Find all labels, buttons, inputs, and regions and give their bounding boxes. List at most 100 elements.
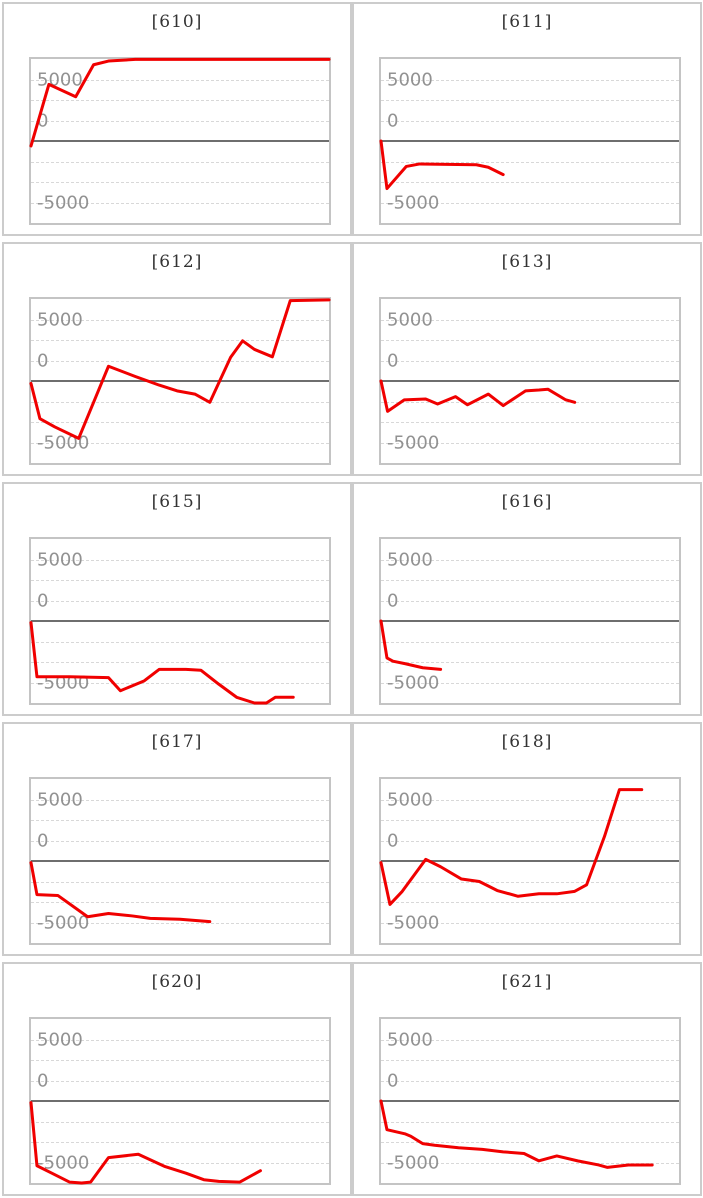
zero-axis-line (31, 380, 329, 382)
y-tick-label-neg5000: -5000 (37, 912, 90, 933)
dashed-gridline (381, 161, 679, 163)
zero-axis-line (31, 1100, 329, 1102)
y-tick-label-neg5000: -5000 (387, 672, 440, 693)
chart-title: [612] (151, 252, 203, 272)
dashed-gridline (381, 682, 679, 684)
y-tick-label-neg5000: -5000 (387, 432, 440, 453)
red-series-line (381, 790, 642, 905)
dashed-gridline (381, 1121, 679, 1123)
dashed-gridline (31, 442, 329, 444)
dashed-gridline (381, 641, 679, 643)
dashed-gridline (31, 662, 329, 663)
plot-area: 5000 0 -5000 (29, 777, 331, 945)
dashed-gridline (31, 559, 329, 561)
y-tick-label-0: 0 (387, 350, 399, 371)
slump-line-chart (381, 299, 679, 463)
dashed-gridline (31, 1039, 329, 1041)
chart-card: [611] 5000 0 -5000 (352, 2, 702, 236)
dashed-gridline (381, 360, 679, 362)
dashed-gridline (381, 401, 679, 403)
y-tick-label-neg5000: -5000 (387, 192, 440, 213)
dashed-gridline (31, 840, 329, 842)
y-tick-label-0: 0 (387, 1070, 399, 1091)
y-tick-label-neg5000: -5000 (37, 192, 90, 213)
dashed-gridline (31, 422, 329, 423)
y-tick-label-5000: 5000 (387, 1029, 433, 1050)
y-tick-label-5000: 5000 (37, 1029, 83, 1050)
plot-area: 5000 0 -5000 (379, 1017, 681, 1185)
dashed-gridline (381, 881, 679, 883)
y-tick-label-5000: 5000 (37, 309, 83, 330)
dashed-gridline (31, 1142, 329, 1143)
dashed-gridline (31, 1121, 329, 1123)
dashed-gridline (381, 422, 679, 423)
chart-card: [617] 5000 0 -5000 (2, 722, 352, 956)
plot-area: 5000 0 -5000 (379, 57, 681, 225)
dashed-gridline (381, 79, 679, 81)
chart-title: [610] (151, 12, 203, 32)
dashed-gridline (31, 1080, 329, 1082)
dashed-gridline (31, 902, 329, 903)
dashed-gridline (31, 79, 329, 81)
chart-card: [613] 5000 0 -5000 (352, 242, 702, 476)
zero-axis-line (381, 140, 679, 142)
red-series-line (381, 621, 441, 669)
chart-card: [621] 5000 0 -5000 (352, 962, 702, 1196)
slump-line-chart (31, 779, 329, 943)
slump-line-chart (31, 299, 329, 463)
dashed-gridline (381, 820, 679, 821)
red-series-line (381, 1101, 652, 1167)
red-series-line (31, 1103, 260, 1183)
dashed-gridline (31, 100, 329, 101)
red-series-line (381, 381, 575, 411)
dashed-gridline (381, 559, 679, 561)
slump-line-chart (381, 779, 679, 943)
chart-card: [616] 5000 0 -5000 (352, 482, 702, 716)
chart-title: [613] (501, 252, 553, 272)
dashed-gridline (31, 182, 329, 183)
dashed-gridline (381, 1060, 679, 1061)
red-series-line (31, 300, 329, 439)
red-series-line (31, 863, 210, 922)
slump-line-chart (31, 539, 329, 703)
dashed-gridline (31, 202, 329, 204)
dashed-gridline (31, 922, 329, 924)
chart-card: [620] 5000 0 -5000 (2, 962, 352, 1196)
dashed-gridline (381, 1039, 679, 1041)
plot-area: 5000 0 -5000 (29, 537, 331, 705)
chart-card: [615] 5000 0 -5000 (2, 482, 352, 716)
y-tick-label-neg5000: -5000 (37, 1152, 90, 1173)
dashed-gridline (31, 820, 329, 821)
dashed-gridline (31, 319, 329, 321)
plot-area: 5000 0 -5000 (29, 1017, 331, 1185)
dashed-gridline (381, 662, 679, 663)
dashed-gridline (381, 922, 679, 924)
zero-axis-line (381, 860, 679, 862)
y-tick-label-0: 0 (37, 590, 49, 611)
dashed-gridline (381, 902, 679, 903)
y-tick-label-0: 0 (37, 110, 49, 131)
red-series-line (31, 623, 293, 703)
red-series-line (381, 141, 503, 189)
dashed-gridline (381, 1162, 679, 1164)
y-tick-label-neg5000: -5000 (387, 912, 440, 933)
dashed-gridline (381, 799, 679, 801)
dashed-gridline (381, 600, 679, 602)
dashed-gridline (31, 881, 329, 883)
dashed-gridline (381, 340, 679, 341)
zero-axis-line (31, 140, 329, 142)
dashed-gridline (381, 840, 679, 842)
dashed-gridline (381, 182, 679, 183)
zero-axis-line (31, 860, 329, 862)
dashed-gridline (31, 1060, 329, 1061)
chart-card: [612] 5000 0 -5000 (2, 242, 352, 476)
dashed-gridline (381, 202, 679, 204)
y-tick-label-0: 0 (387, 590, 399, 611)
y-tick-label-5000: 5000 (37, 789, 83, 810)
y-tick-label-5000: 5000 (387, 549, 433, 570)
y-tick-label-neg5000: -5000 (387, 1152, 440, 1173)
dashed-gridline (381, 1142, 679, 1143)
dashed-gridline (31, 161, 329, 163)
chart-title: [615] (151, 492, 203, 512)
